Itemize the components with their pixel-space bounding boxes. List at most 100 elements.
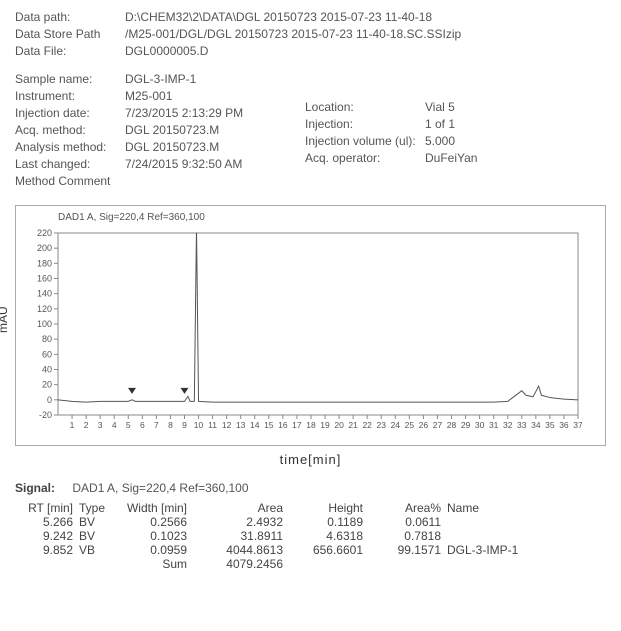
svg-text:14: 14 (250, 420, 260, 430)
chromatogram-svg: -200204060801001201401601802002201234567… (22, 225, 582, 435)
peak-table-header: RT [min] Type Width [min] Area Height Ar… (15, 501, 606, 515)
value-location: Vial 5 (425, 100, 455, 114)
svg-text:15: 15 (264, 420, 274, 430)
svg-text:100: 100 (37, 319, 52, 329)
value-acq-method: DGL 20150723.M (125, 123, 219, 137)
svg-text:16: 16 (278, 420, 288, 430)
svg-text:17: 17 (292, 420, 302, 430)
svg-text:60: 60 (42, 349, 52, 359)
value-data-path: D:\CHEM32\2\DATA\DGL 20150723 2015-07-23… (125, 10, 432, 24)
hdr-areapct: Area% (369, 501, 447, 515)
value-data-store-path: /M25-001/DGL/DGL 20150723 2015-07-23 11-… (125, 27, 461, 41)
svg-text:31: 31 (489, 420, 499, 430)
svg-text:27: 27 (433, 420, 443, 430)
svg-text:-20: -20 (39, 410, 52, 420)
label-data-store-path: Data Store Path (15, 27, 125, 41)
svg-text:200: 200 (37, 243, 52, 253)
svg-text:180: 180 (37, 258, 52, 268)
svg-text:20: 20 (42, 380, 52, 390)
label-data-path: Data path: (15, 10, 125, 24)
svg-text:6: 6 (140, 420, 145, 430)
chromatogram-panel: DAD1 A, Sig=220,4 Ref=360,100 mAU -20020… (15, 205, 606, 446)
svg-text:80: 80 (42, 334, 52, 344)
svg-text:25: 25 (405, 420, 415, 430)
label-location: Location: (305, 100, 425, 114)
svg-text:13: 13 (236, 420, 246, 430)
sum-value: 4079.2456 (193, 557, 289, 571)
svg-text:28: 28 (447, 420, 457, 430)
svg-text:3: 3 (98, 420, 103, 430)
svg-text:26: 26 (419, 420, 429, 430)
value-instrument: M25-001 (125, 89, 172, 103)
svg-text:9: 9 (182, 420, 187, 430)
hdr-type: Type (79, 501, 115, 515)
svg-text:37: 37 (573, 420, 582, 430)
signal-label: Signal: (15, 481, 55, 495)
svg-text:21: 21 (348, 420, 358, 430)
signal-header: Signal: DAD1 A, Sig=220,4 Ref=360,100 (15, 481, 606, 495)
svg-text:1: 1 (70, 420, 75, 430)
hdr-area: Area (193, 501, 289, 515)
value-sample-name: DGL-3-IMP-1 (125, 72, 196, 86)
label-instrument: Instrument: (15, 89, 125, 103)
row-data-file: Data File: DGL0000005.D (15, 44, 606, 58)
svg-text:40: 40 (42, 365, 52, 375)
table-row: 9.852VB0.09594044.8613656.660199.1571DGL… (15, 543, 606, 557)
label-injection-date: Injection date: (15, 106, 125, 120)
hdr-rt: RT [min] (15, 501, 79, 515)
value-last-changed: 7/24/2015 9:32:50 AM (125, 157, 242, 171)
label-analysis-method: Analysis method: (15, 140, 125, 154)
svg-text:32: 32 (503, 420, 513, 430)
label-last-changed: Last changed: (15, 157, 125, 171)
peak-table-sum-row: Sum 4079.2456 (15, 557, 606, 571)
hdr-height: Height (289, 501, 369, 515)
svg-text:0: 0 (47, 395, 52, 405)
meta-block-sample: Sample name:DGL-3-IMP-1 Instrument:M25-0… (15, 72, 606, 191)
value-analysis-method: DGL 20150723.M (125, 140, 219, 154)
svg-text:4: 4 (112, 420, 117, 430)
svg-text:7: 7 (154, 420, 159, 430)
svg-text:20: 20 (334, 420, 344, 430)
svg-text:2: 2 (84, 420, 89, 430)
svg-text:8: 8 (168, 420, 173, 430)
label-injection: Injection: (305, 117, 425, 131)
hdr-width: Width [min] (115, 501, 193, 515)
hdr-name: Name (447, 501, 606, 515)
meta-block-paths: Data path: D:\CHEM32\2\DATA\DGL 20150723… (15, 10, 606, 58)
chart-title: DAD1 A, Sig=220,4 Ref=360,100 (58, 212, 599, 223)
x-axis-label: time[min] (15, 452, 606, 467)
value-data-file: DGL0000005.D (125, 44, 208, 58)
row-data-store-path: Data Store Path /M25-001/DGL/DGL 2015072… (15, 27, 606, 41)
svg-text:36: 36 (559, 420, 569, 430)
svg-text:160: 160 (37, 274, 52, 284)
svg-text:22: 22 (362, 420, 372, 430)
svg-text:120: 120 (37, 304, 52, 314)
svg-text:29: 29 (461, 420, 471, 430)
sum-label: Sum (115, 557, 193, 571)
signal-value: DAD1 A, Sig=220,4 Ref=360,100 (72, 481, 248, 495)
svg-text:12: 12 (222, 420, 232, 430)
label-method-comment: Method Comment (15, 174, 125, 188)
signal-block: Signal: DAD1 A, Sig=220,4 Ref=360,100 RT… (15, 481, 606, 571)
svg-text:30: 30 (475, 420, 485, 430)
label-acq-method: Acq. method: (15, 123, 125, 137)
svg-text:11: 11 (208, 420, 217, 430)
label-sample-name: Sample name: (15, 72, 125, 86)
svg-text:19: 19 (320, 420, 330, 430)
svg-text:140: 140 (37, 289, 52, 299)
svg-text:35: 35 (545, 420, 555, 430)
value-acq-operator: DuFeiYan (425, 151, 477, 165)
svg-text:34: 34 (531, 420, 541, 430)
svg-text:33: 33 (517, 420, 527, 430)
value-injection-volume: 5.000 (425, 134, 455, 148)
row-data-path: Data path: D:\CHEM32\2\DATA\DGL 20150723… (15, 10, 606, 24)
svg-text:5: 5 (126, 420, 131, 430)
svg-text:220: 220 (37, 228, 52, 238)
table-row: 5.266BV0.25662.49320.11890.0611 (15, 515, 606, 529)
svg-text:24: 24 (391, 420, 401, 430)
label-data-file: Data File: (15, 44, 125, 58)
peak-table: RT [min] Type Width [min] Area Height Ar… (15, 501, 606, 571)
svg-text:23: 23 (377, 420, 387, 430)
y-axis-label: mAU (0, 306, 10, 333)
label-acq-operator: Acq. operator: (305, 151, 425, 165)
